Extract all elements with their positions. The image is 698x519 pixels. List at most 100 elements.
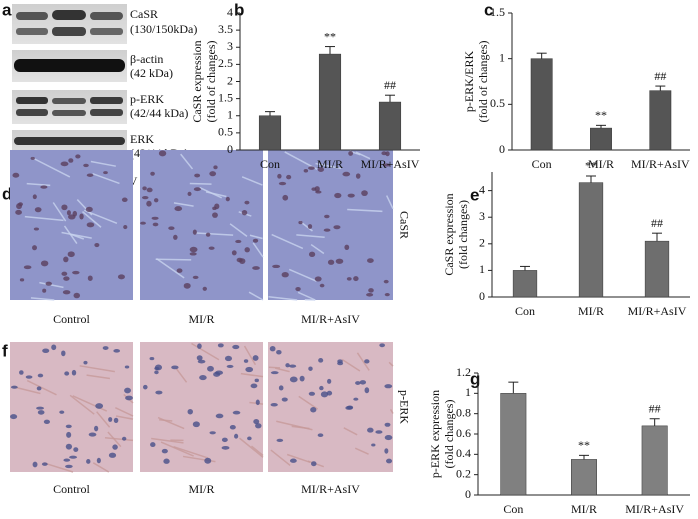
nucleus [359,380,367,385]
y-tick-label: 2 [479,236,485,250]
nucleus [375,430,383,434]
nucleus [317,433,324,438]
nucleus [41,462,48,466]
nucleus [60,161,69,167]
nucleus [43,419,50,425]
x-tick-label: Con [260,157,280,171]
panel-letter: a [2,0,12,19]
nucleus [231,250,237,256]
nucleus [214,203,220,210]
nucleus [174,206,183,212]
tissue-fiber [52,202,67,222]
nucleus [69,455,78,459]
panel-letter: d [2,184,12,203]
nucleus [346,277,352,281]
nucleus [344,244,350,250]
nucleus [73,292,81,299]
bar [318,53,342,151]
y-axis-label: (fold of changes) [204,41,218,123]
nucleus [32,461,38,468]
nucleus [193,187,201,192]
nucleus [334,192,342,199]
nucleus [10,385,18,389]
protein-name: β-actin [130,52,163,66]
nucleus [192,229,197,235]
nucleus [371,443,376,447]
nucleus [113,349,121,353]
bar [641,425,668,496]
nucleus [326,390,333,396]
tissue-fiber [268,366,281,369]
nucleus [19,278,25,282]
nucleus [348,150,354,156]
nucleus [314,276,322,282]
x-tick-label: Con [532,157,552,171]
nucleus [67,251,75,258]
panel-letter: b [234,0,244,19]
nucleus [63,458,71,462]
nucleus [153,198,159,203]
tissue-fiber [356,352,370,371]
tissue-fiber [24,215,64,222]
y-axis-label: CaSR expression [190,40,204,122]
tissue-fiber [69,394,95,415]
tissue-fiber [315,162,342,170]
nucleus [125,395,133,401]
band [90,28,123,35]
tissue-fiber [12,386,41,395]
nucleus [333,225,341,230]
nucleus [151,216,159,220]
bar [649,90,672,151]
nucleus [102,346,109,350]
nucleus [96,457,101,464]
nucleus [285,363,290,368]
y-tick-label: 0.5 [218,125,233,139]
tissue-fiber [251,445,264,456]
panel-letter: e [470,185,479,204]
tissue-fiber [43,462,74,473]
bar [590,127,612,151]
group-label: Control [53,482,90,496]
nucleus [212,212,218,218]
nucleus [319,283,325,288]
nucleus [308,166,315,170]
nucleus [86,173,94,177]
nucleus [34,207,42,213]
nucleus [303,169,309,173]
bar [578,182,604,298]
y-tick-label: 0.8 [456,405,471,419]
tissue-fiber [298,395,319,410]
nucleus [269,346,276,352]
nucleus [176,268,183,273]
nucleus [298,220,303,225]
nucleus [150,442,156,448]
y-tick-label: 1.5 [218,90,233,104]
tissue-fiber [354,447,369,455]
nucleus [40,260,49,267]
x-tick-label: Con [503,502,523,516]
bar [644,240,670,298]
nucleus [207,365,214,372]
micrograph [268,150,393,300]
nucleus [386,458,393,464]
y-tick-label: 0 [479,289,485,303]
western-blot [12,4,127,164]
tissue-fiber [155,258,192,261]
nucleus [40,185,48,189]
tissue-fiber [79,365,115,373]
nucleus [155,390,163,395]
nucleus [10,414,18,420]
nucleus [168,226,175,230]
y-axis-label: p-ERK expression [428,390,442,478]
nucleus [277,173,282,179]
bar [571,459,597,496]
band [14,59,125,72]
panel-letter: g [470,369,480,388]
nucleus [361,190,368,197]
nucleus [318,358,324,363]
nucleus [95,403,104,409]
nucleus [124,365,130,369]
tissue-fiber [248,291,264,301]
nucleus [289,458,297,463]
nucleus [384,422,391,427]
